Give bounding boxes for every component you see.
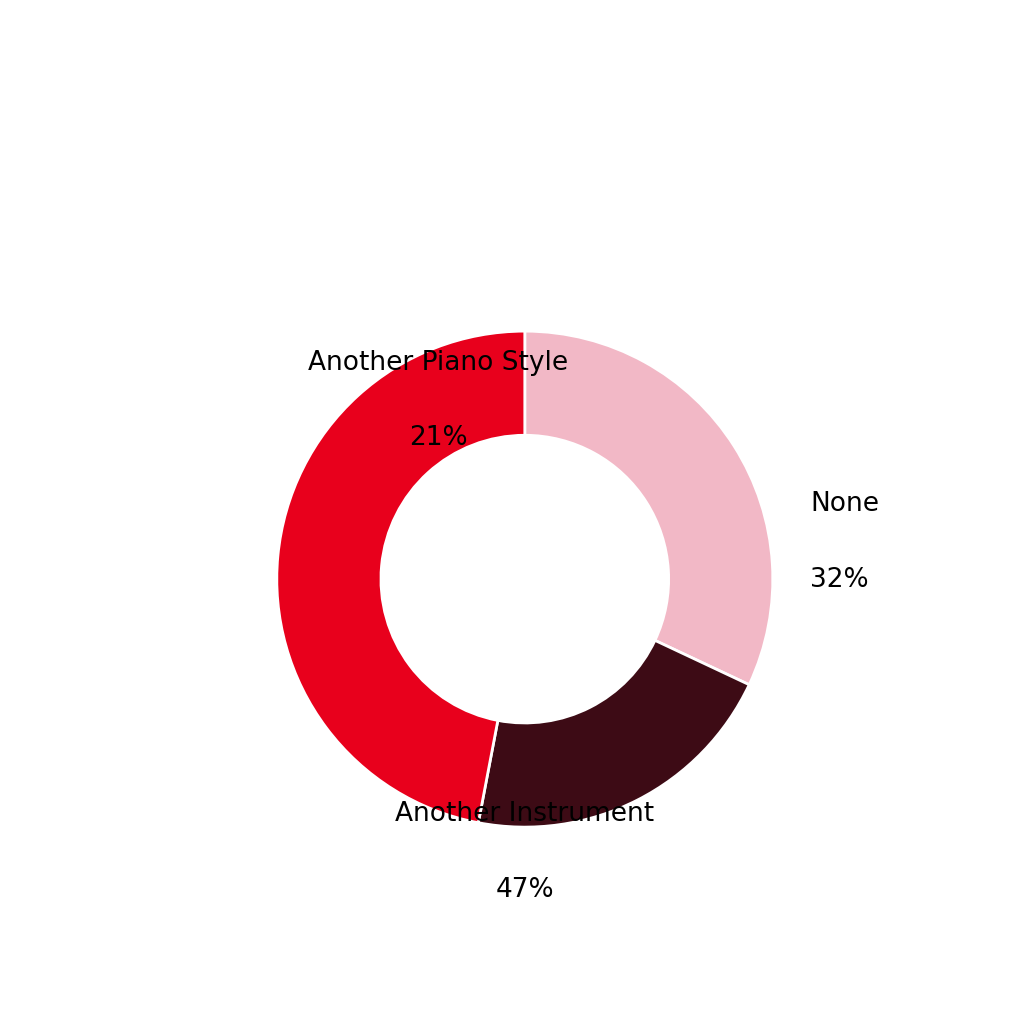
Text: 21%: 21%	[409, 425, 467, 452]
Wedge shape	[524, 331, 773, 685]
Text: Another Instrument: Another Instrument	[395, 801, 654, 827]
Text: 32%: 32%	[810, 566, 868, 593]
Text: Another Piano Style: Another Piano Style	[308, 350, 568, 376]
Wedge shape	[478, 640, 750, 827]
Text: 47%: 47%	[496, 877, 554, 903]
Wedge shape	[276, 331, 525, 822]
Text: None: None	[810, 492, 879, 517]
